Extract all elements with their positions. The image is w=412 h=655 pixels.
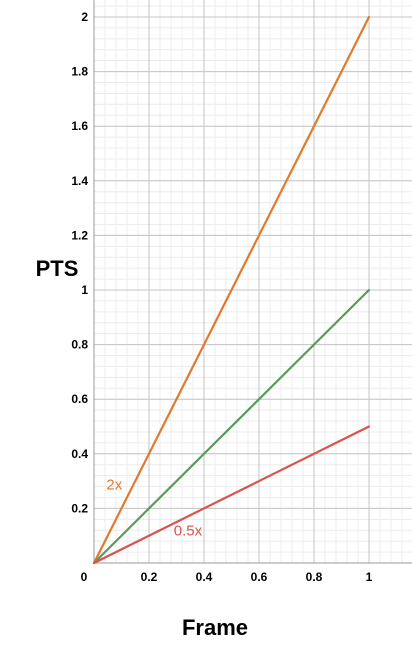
y-axis-title: PTS [36, 256, 79, 281]
series-layer [92, 15, 371, 565]
y-tick-label: 1.6 [71, 119, 88, 133]
y-tick-label: 2 [81, 10, 88, 24]
y-tick-label: 0.4 [71, 447, 88, 461]
y-tick-label: 0.2 [71, 501, 88, 515]
x-axis-title: Frame [182, 615, 248, 640]
x-tick-label: 0.8 [306, 570, 323, 584]
series-line-1 [92, 15, 371, 565]
x-tick-label: 0 [81, 570, 88, 584]
x-tick-label: 0.4 [196, 570, 213, 584]
y-tick-label: 1.2 [71, 228, 88, 242]
series-line-2 [92, 288, 371, 565]
major-grid [93, 0, 412, 564]
y-tick-label: 1.4 [71, 174, 88, 188]
series-annotation: 0.5x [174, 523, 203, 540]
y-tick-label: 1 [81, 283, 88, 297]
series-annotation: 2x [106, 476, 122, 493]
x-tick-label: 0.2 [141, 570, 158, 584]
series-line-3 [92, 425, 371, 565]
annotations: 2x 0.5x [106, 476, 202, 539]
x-tick-label: 1 [366, 570, 373, 584]
minor-grid [94, 0, 412, 563]
y-tick-label: 1.8 [71, 65, 88, 79]
y-tick-label: 0.8 [71, 338, 88, 352]
tick-labels: 0 0.2 0.4 0.6 0.8 1 0.2 0.4 0.6 0.8 1 1.2 1.4 1.6 1.8 2 [71, 10, 372, 584]
x-tick-label: 0.6 [251, 570, 268, 584]
y-tick-label: 0.6 [71, 392, 88, 406]
